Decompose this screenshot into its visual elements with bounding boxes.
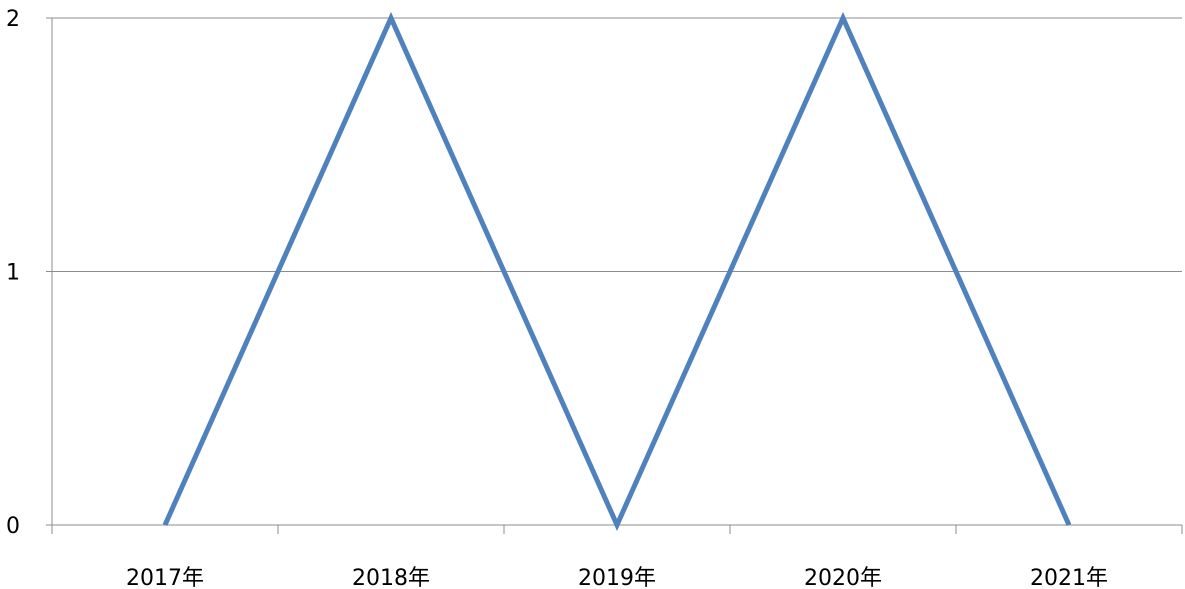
y-tick-label: 2	[6, 7, 20, 32]
x-tick-label: 2021年	[1030, 566, 1108, 589]
series-line	[162, 11, 1072, 532]
gridlines	[52, 17, 1182, 272]
x-tick-label: 2020年	[804, 566, 882, 589]
y-tick-label: 0	[6, 514, 20, 539]
x-tick-label: 2018年	[352, 566, 430, 589]
x-tick-label: 2019年	[578, 566, 656, 589]
x-tick-label: 2017年	[126, 566, 204, 589]
tick-labels: 0 1 2 2017年 2018年 2019年 2020年 2021年	[6, 7, 1108, 589]
series-layer	[162, 11, 1072, 532]
y-tick-label: 1	[6, 261, 20, 286]
axes	[46, 17, 1183, 534]
